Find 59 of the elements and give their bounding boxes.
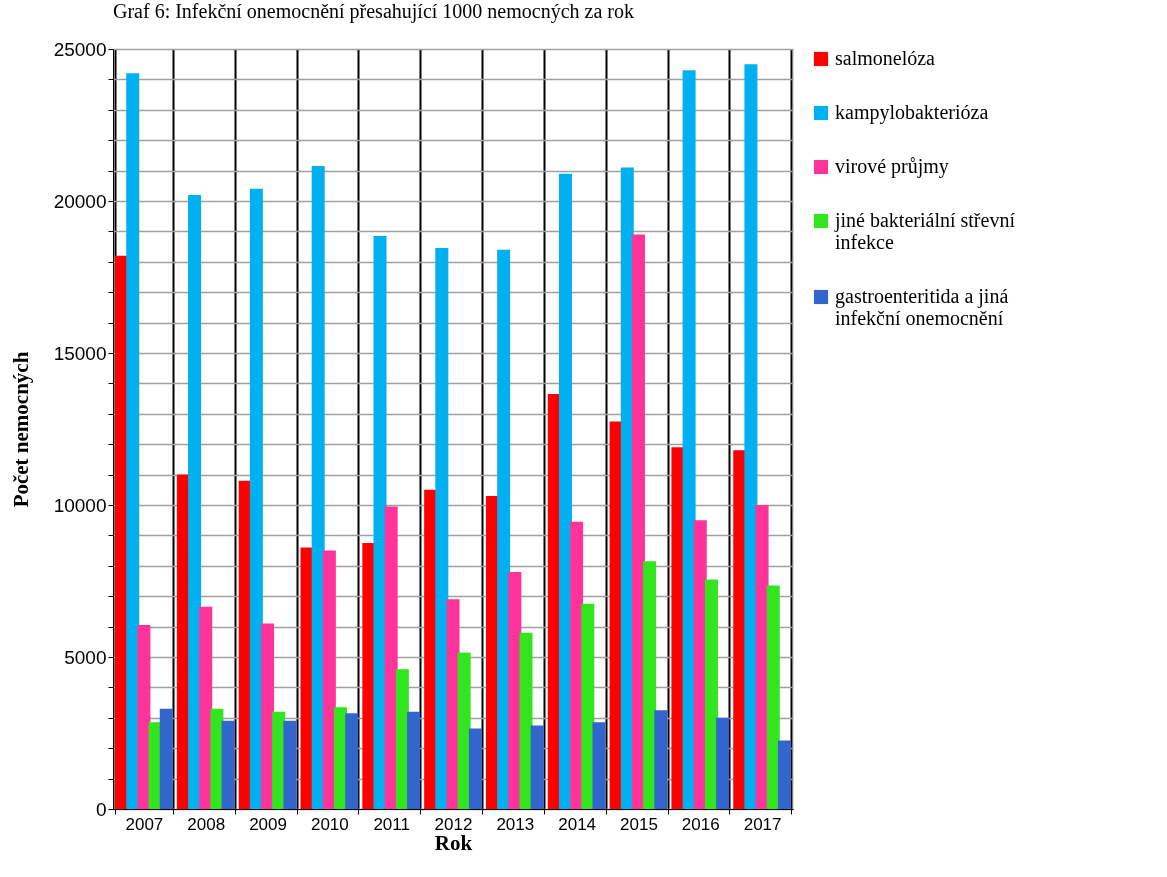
bar	[519, 632, 533, 809]
bar	[468, 728, 482, 809]
bar	[631, 234, 645, 809]
bar	[137, 625, 151, 809]
bar	[654, 710, 668, 809]
chart-title: Graf 6: Infekční onemocnění přesahující 1000 nemocných za rok	[113, 0, 634, 23]
bar	[558, 173, 572, 809]
y-tick-label: 10000	[53, 494, 107, 516]
bar	[671, 447, 685, 809]
bar	[407, 711, 421, 809]
legend-label: gastroenteritida a jiná infekční onemocnění	[835, 285, 1009, 329]
bar	[221, 720, 235, 809]
y-tick-label: 0	[95, 798, 107, 820]
bar	[581, 603, 595, 809]
bar	[457, 652, 471, 809]
bar	[126, 73, 140, 809]
bar	[373, 235, 387, 809]
y-axis-title: Počet nemocných	[8, 351, 33, 508]
bar	[682, 70, 696, 809]
bar	[435, 248, 449, 809]
x-tick-label: 2008	[187, 814, 226, 834]
bar	[159, 708, 173, 809]
x-tick-label: 2017	[743, 814, 782, 834]
x-tick-label: 2007	[125, 814, 164, 834]
x-tick-label: 2010	[310, 814, 349, 834]
bar	[188, 194, 202, 809]
x-tick-label: 2014	[558, 814, 597, 834]
bar	[384, 506, 398, 809]
bar	[311, 166, 325, 809]
bar	[643, 561, 657, 809]
bar	[716, 717, 730, 809]
x-tick-label: 2015	[620, 814, 658, 834]
legend-label: kampylobakterióza	[835, 101, 989, 124]
bar	[766, 585, 780, 809]
x-tick-label: 2013	[496, 814, 535, 834]
bar	[345, 713, 359, 809]
y-tick-label: 5000	[64, 646, 107, 668]
legend-label: jiné bakteriální střevní infekce	[834, 209, 1016, 253]
y-tick-label: 15000	[53, 342, 107, 364]
bar	[283, 720, 297, 809]
bar	[322, 550, 336, 809]
y-tick-label: 20000	[53, 190, 107, 212]
bar	[199, 606, 213, 809]
bar	[249, 188, 263, 809]
bar	[530, 725, 544, 809]
bar	[592, 722, 606, 809]
bar	[777, 740, 791, 809]
bar	[704, 579, 718, 809]
bar	[261, 623, 275, 809]
x-tick-label: 2009	[249, 814, 287, 834]
legend-label: salmonelóza	[835, 47, 936, 69]
bar	[497, 249, 511, 809]
bar	[210, 708, 224, 809]
x-tick-label: 2011	[373, 814, 410, 834]
y-tick-label: 25000	[53, 38, 107, 60]
bar	[362, 543, 376, 809]
bar	[744, 64, 758, 809]
x-tick-label: 2016	[681, 814, 720, 834]
legend-label: virové průjmy	[835, 155, 949, 178]
